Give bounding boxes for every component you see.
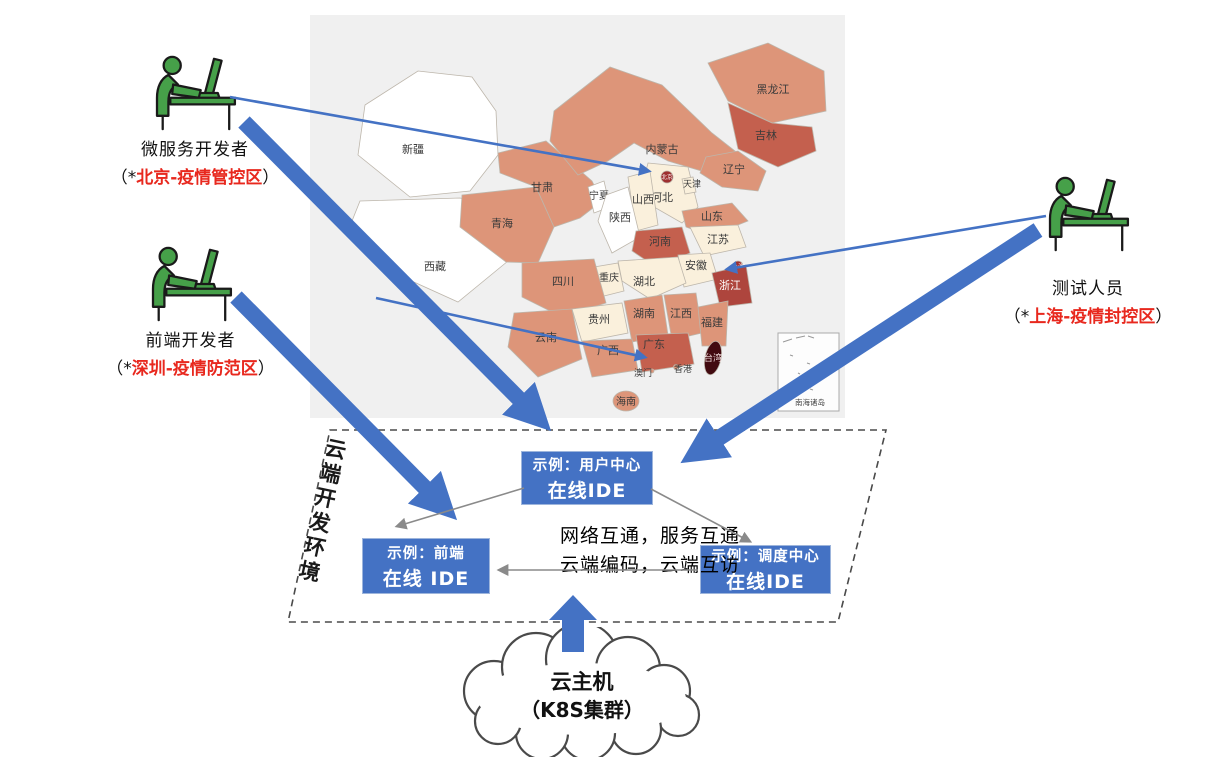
cloud-env-label: 云端开发环境 [294,435,349,588]
province-label: 山东 [701,210,723,223]
developer-at-computer-icon [155,55,237,131]
province-label: 辽宁 [723,162,745,176]
province-label: 吉林 [755,128,777,142]
location-highlight: 深圳-疫情防范区 [131,359,258,379]
province-label: 北京 [661,173,673,181]
province-shape [699,150,767,192]
province-shape [673,364,679,370]
china-map: 新疆西藏青海甘肃内蒙古黑龙江吉林辽宁河北北京天津山西山东宁夏陕西河南江苏安徽上海… [310,15,845,418]
cloud-host: 云主机 （K8S集群） [462,627,701,757]
province-shape [727,102,817,168]
persona-microservice-developer: 微服务开发者 （*北京-疫情管控区） [95,55,295,188]
interconnect-description: 网络互通，服务互通 云端编码，云端互访 [470,522,830,580]
province-shape [707,42,827,124]
province-shape [612,390,640,412]
province-label: 湖南 [633,307,655,320]
persona-location: （*北京-疫情管控区） [95,163,295,188]
province-label: 安徽 [685,258,707,272]
province-label: 陕西 [609,210,631,224]
province-shape [660,170,674,184]
province-label: 四川 [552,275,574,288]
province-label: 贵州 [588,313,610,326]
province-label: 江苏 [707,233,729,246]
province-label: 青海 [491,216,513,230]
cloud-line2: （K8S集群） [520,698,644,722]
location-prefix: （* [106,359,132,379]
persona-tester: 测试人员 （*上海-疫情封控区） [982,176,1194,327]
province-label: 湖北 [633,275,655,288]
province-label: 云南 [535,331,557,344]
south-china-sea-inset: 南海诸岛 [777,332,840,412]
province-label: 甘肃 [531,181,553,194]
location-suffix: ） [257,359,275,379]
province-shape [597,186,641,254]
developer-at-computer-icon [1048,176,1130,252]
province-label: 河北 [651,191,673,204]
province-shape [649,368,655,374]
persona-role: 微服务开发者 [141,140,249,160]
ide-box-line2: 在线IDE [547,479,627,502]
location-highlight: 北京-疫情管控区 [136,168,263,188]
location-prefix: （* [110,168,137,188]
province-label: 黑龙江 [757,83,790,96]
interconnect-line2: 云端编码，云端互访 [559,554,740,576]
cloud-line1: 云主机 [551,670,614,694]
ide-box-user-center: 示例：用户中心 在线IDE [521,451,653,505]
province-label: 重庆 [599,271,619,284]
province-label: 浙江 [719,279,741,292]
ide-box-line1: 示例：用户中心 [532,457,642,474]
persona-location: （*上海-疫情封控区） [982,302,1194,327]
province-label: 江西 [670,307,692,320]
province-label: 宁夏 [589,189,609,202]
location-prefix: （* [1003,307,1030,327]
province-label: 天津 [683,179,701,190]
province-label: 广东 [643,338,665,351]
persona-role: 前端开发者 [145,331,236,351]
province-label: 海南 [616,395,636,408]
province-label: 山西 [632,193,654,206]
province-label: 澳门 [634,367,652,379]
interconnect-line1: 网络互通，服务互通 [559,525,740,547]
province-shape [681,176,697,195]
location-highlight: 上海-疫情封控区 [1029,307,1156,327]
persona-frontend-developer: 前端开发者 （*深圳-疫情防范区） [88,246,293,379]
inset-label: 南海诸岛 [795,397,825,407]
connector-user-to-frontend [394,487,525,530]
location-suffix: ） [262,168,280,188]
province-label: 福建 [701,315,723,329]
province-label: 河南 [649,235,671,248]
persona-location: （*深圳-疫情防范区） [88,354,293,379]
province-label: 台湾 [704,352,722,364]
location-suffix: ） [1155,307,1173,327]
province-label: 内蒙古 [646,142,679,156]
province-label: 新疆 [402,142,424,156]
province-label: 广西 [597,344,619,357]
persona-role: 测试人员 [1052,279,1124,299]
province-label: 香港 [674,363,692,375]
developer-at-computer-icon [151,246,232,322]
province-label: 西藏 [424,260,446,273]
